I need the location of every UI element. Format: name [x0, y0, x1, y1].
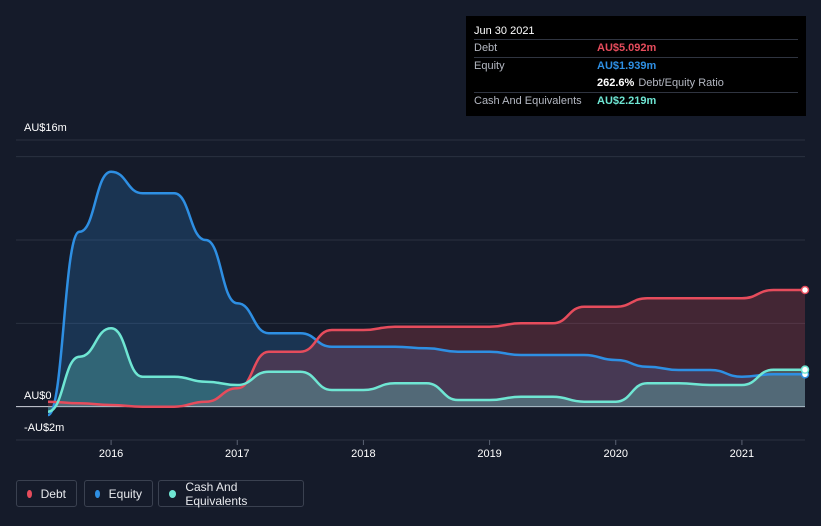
x-tick-label-2021: 2021 — [730, 448, 754, 460]
series-lines — [46, 170, 805, 417]
cash-line — [47, 327, 805, 413]
tooltip-cash-label: Cash And Equivalents — [474, 95, 582, 107]
legend-equity[interactable]: Equity — [84, 480, 153, 507]
legend-equity-dot-icon — [95, 489, 100, 498]
chart-tooltip: Jun 30 2021 Debt AU$5.092m Equity AU$1.9… — [466, 16, 806, 116]
end-markers — [800, 285, 810, 379]
equity-area — [48, 171, 805, 415]
legend-debt-dot-icon — [27, 489, 32, 498]
legend-cash-dot-icon — [169, 489, 177, 498]
debt-end-marker — [800, 285, 810, 295]
cash-end-marker — [800, 365, 810, 374]
tooltip-debt-row: Debt AU$5.092m — [474, 39, 798, 57]
x-tick-label-2020: 2020 — [604, 448, 628, 460]
x-tick-label-2017: 2017 — [225, 448, 249, 460]
tooltip-ratio-value: 262.6% — [597, 77, 635, 89]
x-tick-label-2018: 2018 — [351, 448, 375, 460]
x-axis-ticks: 2016 2017 2018 2019 2020 2021 — [99, 440, 754, 460]
legend-cash[interactable]: Cash And Equivalents — [158, 479, 304, 508]
tooltip-equity-label: Equity — [474, 60, 505, 72]
tooltip-date: Jun 30 2021 — [474, 25, 535, 37]
y-axis-zero-label: AU$0 — [24, 390, 52, 402]
tooltip-equity-value: AU$1.939m — [597, 60, 657, 72]
cash-area — [48, 328, 805, 412]
legend-equity-label: Equity — [108, 486, 142, 501]
legend-cash-label: Cash And Equivalents — [185, 479, 248, 508]
equity-line — [46, 170, 805, 417]
tooltip-ratio-row: 262.6% Debt/Equity Ratio — [474, 75, 798, 92]
y-axis-bottom-label: -AU$2m — [24, 422, 65, 434]
x-tick-label-2016: 2016 — [99, 448, 123, 460]
tooltip-debt-value: AU$5.092m — [597, 42, 657, 54]
tooltip-ratio-label: Debt/Equity Ratio — [638, 77, 724, 89]
tooltip-debt-label: Debt — [474, 42, 498, 54]
legend-debt-label: Debt — [40, 486, 66, 501]
x-tick-label-2019: 2019 — [477, 448, 501, 460]
debt-line — [47, 288, 805, 408]
series-areas — [48, 171, 805, 415]
tooltip-cash-value: AU$2.219m — [597, 95, 657, 107]
legend-debt[interactable]: Debt — [16, 480, 77, 507]
tooltip-equity-row: Equity AU$1.939m — [474, 57, 798, 75]
y-axis-top-label: AU$16m — [24, 122, 67, 134]
tooltip-cash-row: Cash And Equivalents AU$2.219m — [474, 92, 798, 110]
